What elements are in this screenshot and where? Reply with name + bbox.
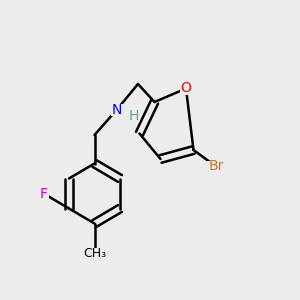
Text: F: F <box>40 187 47 200</box>
FancyBboxPatch shape <box>180 82 192 94</box>
FancyBboxPatch shape <box>84 248 105 260</box>
Text: Br: Br <box>208 160 224 173</box>
Text: H: H <box>128 109 139 122</box>
Text: CH₃: CH₃ <box>83 247 106 260</box>
FancyBboxPatch shape <box>111 103 123 116</box>
FancyBboxPatch shape <box>204 160 228 172</box>
FancyBboxPatch shape <box>38 188 50 200</box>
Text: N: N <box>112 103 122 116</box>
FancyBboxPatch shape <box>128 110 140 122</box>
Text: O: O <box>181 82 191 95</box>
